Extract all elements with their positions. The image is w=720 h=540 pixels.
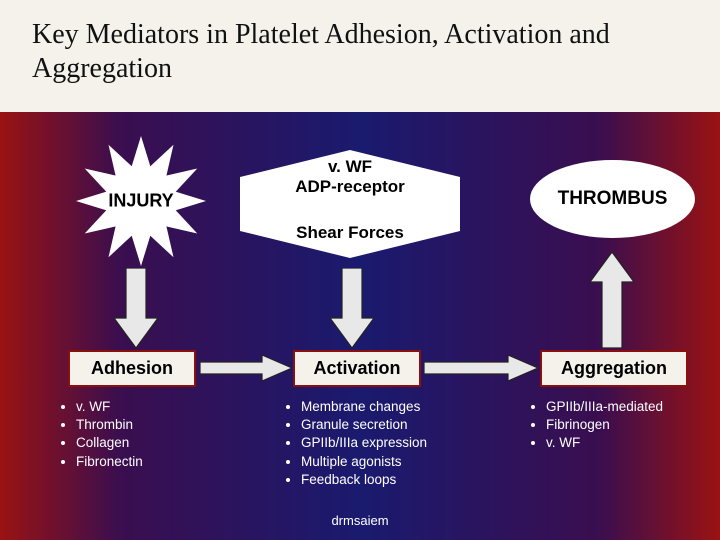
- list-item: Collagen: [76, 434, 228, 452]
- list-item: Feedback loops: [301, 471, 493, 489]
- arrow-down-adhesion: [114, 268, 158, 348]
- slide: Key Mediators in Platelet Adhesion, Acti…: [0, 0, 720, 540]
- arrow-down-activation: [330, 268, 374, 348]
- thrombus-label: THROMBUS: [558, 188, 668, 210]
- stage-activation-label: Activation: [313, 358, 400, 378]
- footer-text: drmsaiem: [0, 513, 720, 528]
- title-band: Key Mediators in Platelet Adhesion, Acti…: [0, 0, 720, 112]
- list-item: v. WF: [546, 434, 708, 452]
- hex-line3: Shear Forces: [296, 223, 404, 242]
- slide-title: Key Mediators in Platelet Adhesion, Acti…: [32, 19, 610, 84]
- hex-line2: ADP-receptor: [295, 177, 405, 196]
- list-item: Fibrinogen: [546, 416, 708, 434]
- aggregation-bullets: GPIIb/IIIa-mediated Fibrinogen v. WF: [528, 398, 708, 453]
- thrombus-ellipse: THROMBUS: [530, 160, 695, 238]
- list-item: v. WF: [76, 398, 228, 416]
- stage-aggregation-label: Aggregation: [561, 358, 667, 378]
- stage-activation-box: Activation: [293, 350, 421, 387]
- arrow-right-2: [424, 355, 538, 381]
- stage-aggregation-box: Aggregation: [540, 350, 688, 387]
- list-item: Granule secretion: [301, 416, 493, 434]
- list-item: Fibronectin: [76, 453, 228, 471]
- arrow-up-thrombus: [590, 252, 634, 348]
- list-item: Multiple agonists: [301, 453, 493, 471]
- injury-label: INJURY: [108, 191, 173, 212]
- stage-adhesion-box: Adhesion: [68, 350, 196, 387]
- list-item: Thrombin: [76, 416, 228, 434]
- stage-adhesion-label: Adhesion: [91, 358, 173, 378]
- injury-starburst: INJURY: [76, 136, 206, 266]
- mediators-hexagon: v. WF ADP-receptor Shear Forces: [240, 150, 460, 258]
- list-item: GPIIb/IIIa-mediated: [546, 398, 708, 416]
- list-item: GPIIb/IIIa expression: [301, 434, 493, 452]
- arrow-right-1: [200, 355, 292, 381]
- hex-line1: v. WF: [328, 157, 372, 176]
- activation-bullets: Membrane changes Granule secretion GPIIb…: [283, 398, 493, 489]
- list-item: Membrane changes: [301, 398, 493, 416]
- adhesion-bullets: v. WF Thrombin Collagen Fibronectin: [58, 398, 228, 471]
